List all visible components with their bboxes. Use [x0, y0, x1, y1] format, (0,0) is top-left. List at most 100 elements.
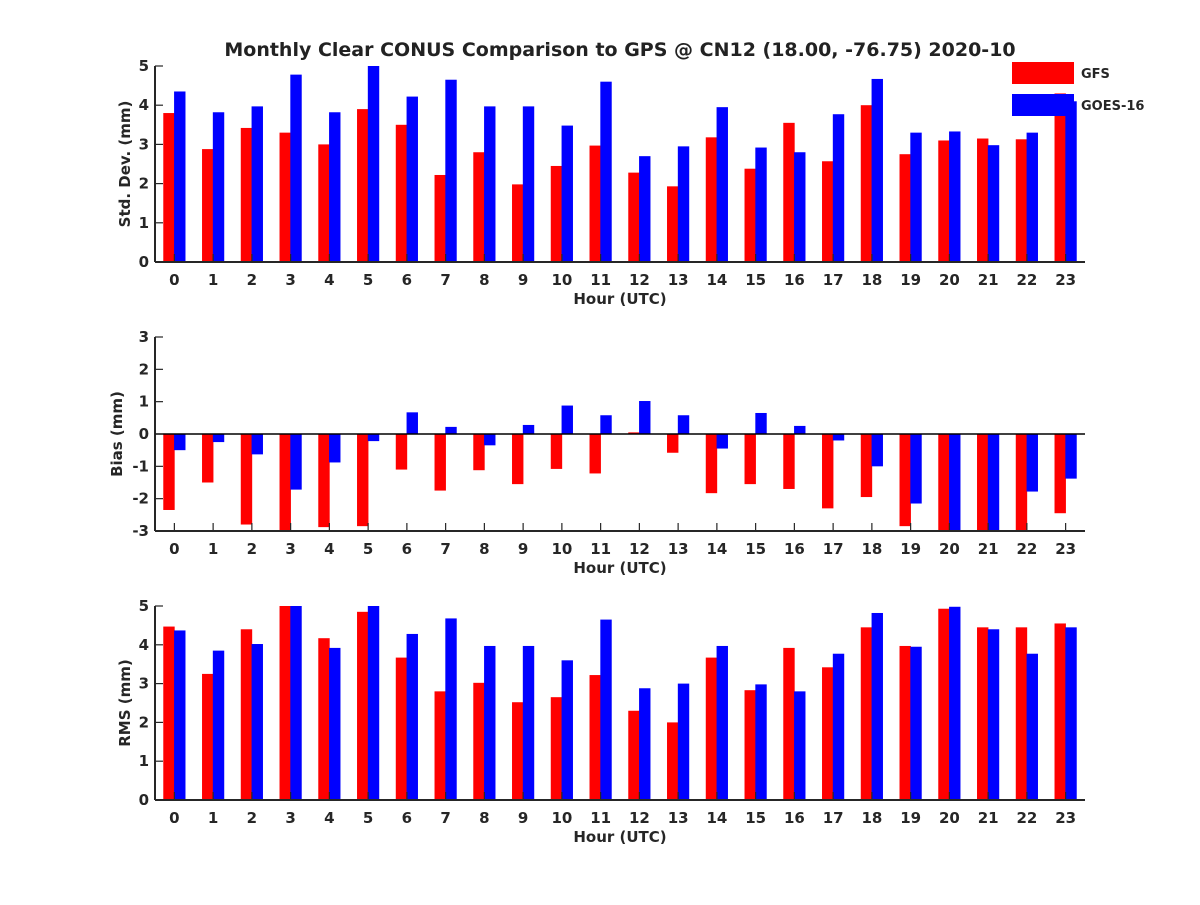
bar-goes-16-8	[484, 434, 496, 446]
bar-gfs-9	[512, 702, 524, 800]
bar-gfs-3	[279, 132, 291, 262]
y-axis-label: Std. Dev. (mm)	[116, 101, 134, 228]
bar-gfs-19	[899, 645, 911, 800]
x-tick-label: 17	[823, 271, 844, 289]
bar-gfs-17	[822, 667, 834, 800]
bar-goes-16-10	[561, 660, 573, 800]
bar-goes-16-11	[600, 619, 612, 800]
bar-gfs-10	[550, 697, 563, 800]
bar-gfs-7	[434, 691, 446, 800]
y-tick-label: 4	[139, 636, 149, 654]
y-tick-label: -3	[132, 522, 149, 540]
bar-gfs-15	[744, 168, 756, 262]
y-tick-label: -2	[132, 490, 149, 508]
bar-goes-16-23	[1065, 627, 1077, 800]
x-tick-label: 21	[978, 271, 999, 289]
bar-goes-16-8	[484, 106, 496, 262]
bar-gfs-1	[202, 434, 214, 483]
bar-gfs-12	[628, 172, 640, 262]
bar-gfs-19	[899, 434, 911, 527]
bar-gfs-13	[667, 186, 679, 262]
bar-goes-16-13	[677, 415, 690, 434]
bar-gfs-21	[977, 138, 989, 262]
x-tick-label: 3	[285, 271, 295, 289]
bar-goes-16-12	[639, 401, 651, 434]
bar-gfs-4	[318, 638, 330, 800]
bar-goes-16-9	[522, 645, 535, 800]
x-tick-label: 9	[518, 809, 528, 827]
chart-title: Monthly Clear CONUS Comparison to GPS @ …	[224, 39, 1015, 61]
x-tick-label: 20	[939, 271, 960, 289]
y-tick-label: 0	[139, 791, 149, 809]
bar-goes-16-4	[329, 112, 341, 262]
bar-gfs-4	[318, 434, 330, 528]
bar-goes-16-17	[832, 434, 845, 441]
bar-goes-16-17	[832, 114, 845, 262]
bar-gfs-17	[822, 161, 834, 262]
bar-goes-16-2	[251, 106, 263, 262]
legend-label-gfs: GFS	[1081, 67, 1110, 82]
bar-gfs-10	[550, 434, 563, 469]
x-tick-label: 11	[590, 271, 611, 289]
bar-gfs-12	[628, 432, 640, 434]
bar-goes-16-13	[677, 683, 690, 800]
y-tick-label: 2	[139, 713, 149, 731]
bar-goes-16-21	[987, 629, 1000, 800]
x-tick-label: 14	[706, 540, 727, 558]
y-tick-label: 4	[139, 96, 149, 114]
x-tick-label: 7	[440, 540, 450, 558]
bar-goes-16-11	[600, 81, 612, 263]
bar-goes-16-2	[251, 644, 263, 800]
x-tick-label: 11	[590, 809, 611, 827]
bar-goes-16-7	[445, 79, 457, 262]
bar-gfs-20	[938, 608, 950, 800]
y-tick-label: 5	[139, 597, 149, 615]
x-tick-label: 11	[590, 540, 611, 558]
bar-goes-16-15	[755, 147, 767, 262]
x-tick-label: 5	[363, 540, 373, 558]
x-tick-label: 19	[900, 271, 921, 289]
bar-goes-16-13	[677, 146, 690, 262]
bar-gfs-0	[163, 113, 175, 262]
bar-goes-16-6	[406, 633, 418, 800]
bar-gfs-16	[783, 434, 795, 489]
bar-gfs-3	[279, 434, 291, 531]
y-tick-label: 3	[139, 135, 149, 153]
bar-goes-16-2	[251, 434, 263, 455]
x-tick-label: 12	[629, 271, 650, 289]
bar-goes-16-20	[949, 434, 961, 531]
y-tick-label: 0	[139, 425, 149, 443]
bar-gfs-7	[434, 174, 446, 262]
x-tick-label: 7	[440, 271, 450, 289]
bar-gfs-1	[202, 149, 214, 262]
x-tick-label: 0	[169, 271, 179, 289]
x-tick-label: 23	[1055, 271, 1076, 289]
x-tick-label: 6	[402, 540, 412, 558]
bar-gfs-7	[434, 434, 446, 491]
bar-gfs-5	[357, 611, 369, 800]
bar-goes-16-17	[832, 653, 845, 800]
bar-gfs-11	[589, 145, 601, 262]
bar-goes-16-3	[290, 434, 302, 490]
bar-gfs-16	[783, 122, 795, 262]
y-tick-label: 2	[139, 175, 149, 193]
bar-goes-16-16	[794, 425, 806, 434]
y-tick-label: 5	[139, 57, 149, 75]
bar-gfs-18	[860, 105, 873, 262]
bar-goes-16-14	[716, 107, 728, 262]
x-tick-label: 10	[551, 271, 572, 289]
y-tick-label: 1	[139, 393, 149, 411]
x-tick-label: 10	[551, 809, 572, 827]
x-tick-label: 5	[363, 271, 373, 289]
bar-gfs-5	[357, 109, 369, 263]
bar-goes-16-20	[949, 131, 961, 262]
x-tick-label: 10	[551, 540, 572, 558]
bar-gfs-4	[318, 144, 330, 262]
y-tick-label: 1	[139, 214, 149, 232]
y-tick-label: 3	[139, 675, 149, 693]
bar-goes-16-9	[522, 424, 535, 434]
bar-goes-16-1	[212, 112, 225, 262]
